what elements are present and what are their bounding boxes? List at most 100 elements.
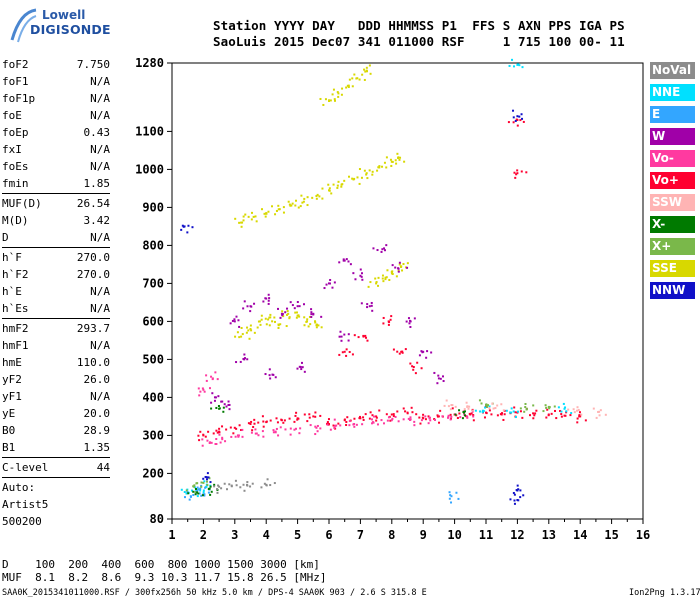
echo-point [288,316,291,319]
echo-point [343,350,346,353]
echo-point [519,119,522,122]
legend-item-x+: X+ [650,238,695,255]
echo-point [362,334,365,337]
echo-point [403,160,406,163]
echo-point [231,319,234,322]
param-row-b0: B0 28.9 [2,422,110,439]
echo-point [406,262,409,265]
echo-point [371,414,374,417]
echo-point [351,353,354,356]
echo-point [359,274,362,277]
echo-point [576,421,579,424]
echo-point [230,485,233,488]
echo-point [472,419,475,422]
echo-point [327,183,330,186]
echo-point [333,98,336,101]
param-row-fof1p: foF1p N/A [2,90,110,107]
echo-point [321,187,324,190]
echo-point [420,367,423,370]
param-key: MUF(D) [2,197,42,210]
echo-point [413,420,416,423]
legend-item-nne: NNE [650,84,695,101]
echo-point [358,78,361,81]
echo-point [385,276,388,279]
echo-point [392,415,395,418]
echo-point [254,215,257,218]
param-row-fxi: fxI N/A [2,141,110,158]
echo-point [519,496,522,499]
echo-point [592,407,595,410]
echo-point [213,399,216,402]
echo-point [250,305,253,308]
echo-point [360,302,363,305]
echo-point [234,479,237,482]
echo-point [361,73,364,76]
echo-point [190,489,193,492]
echo-point [306,318,309,321]
echo-point [289,204,292,207]
echo-point [359,415,362,418]
echo-point [286,313,289,316]
echo-point [323,287,326,290]
echo-point [264,373,267,376]
echo-point [309,424,312,427]
echo-point [447,416,450,419]
echo-point [321,197,324,200]
echo-point [343,179,346,182]
echo-point [535,409,538,412]
echo-point [305,320,308,323]
echo-point [197,434,200,437]
echo-point [408,322,411,325]
echo-point [288,417,291,420]
echo-point [424,415,427,418]
echo-point [230,435,233,438]
echo-point [454,405,457,408]
echo-point [352,423,355,426]
x-tick-label: 1 [168,528,175,542]
echo-point [402,262,405,265]
echo-point [297,314,300,317]
x-tick-label: 5 [294,528,301,542]
echo-point [197,488,200,491]
echo-point [267,293,270,296]
echo-point [306,196,309,199]
echo-point [275,427,278,430]
x-tick-label: 12 [510,528,524,542]
echo-point [408,319,411,322]
echo-point [210,441,213,444]
echo-point [545,416,548,419]
x-tick-label: 4 [263,528,270,542]
echo-point [348,78,351,81]
echo-point [466,405,469,408]
echo-point [389,318,392,321]
echo-point [412,368,415,371]
echo-point [345,86,348,89]
echo-point [402,407,405,410]
echo-point [439,409,442,412]
echo-point [479,410,482,413]
echo-point [297,206,300,209]
echo-point [384,278,387,281]
echo-point [282,206,285,209]
echo-point [255,220,258,223]
echo-point [326,423,329,426]
echo-point [216,378,219,381]
param-key: M(D) [2,214,29,227]
param-separator [2,193,110,194]
echo-point [289,301,292,304]
echo-point [220,487,223,490]
echo-point [507,121,510,124]
echo-point [201,438,204,441]
echo-point [293,428,296,431]
echo-point [351,85,354,88]
echo-point [470,412,473,415]
echo-point [240,327,243,330]
echo-point [569,414,572,417]
echo-point [578,411,581,414]
echo-point [345,258,348,261]
echo-point [597,410,600,413]
echo-point [491,402,494,405]
echo-point [182,225,185,228]
echo-point [195,482,198,485]
